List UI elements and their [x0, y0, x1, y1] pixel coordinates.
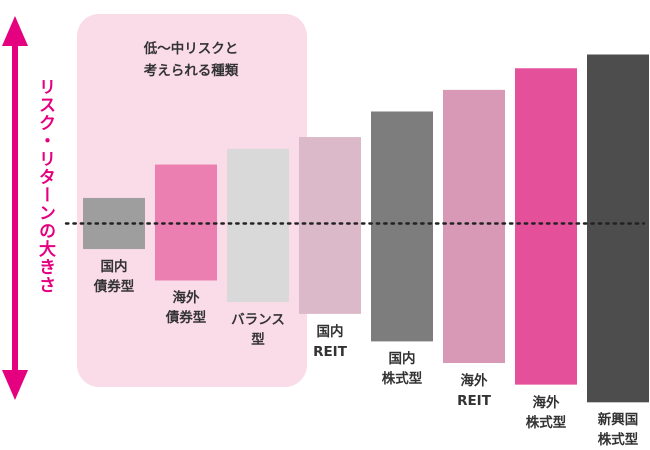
y-axis-label: リスク・リターンの大きさ: [35, 78, 55, 294]
category-label-6: 海外 REIT: [434, 371, 514, 411]
bar-8: [587, 54, 649, 403]
category-label-3-line-2: 型: [251, 332, 265, 349]
category-label-2: 海外 債券型: [146, 288, 226, 328]
category-label-1-line-2: 債券型: [93, 279, 135, 296]
bar-3: [227, 148, 289, 303]
category-label-4-line-1: 国内: [316, 323, 344, 340]
category-label-6-line-1: 海外: [460, 373, 488, 389]
low-band-title: 低～中リスクと 考えられる種類: [82, 38, 300, 82]
category-label-4: 国内 REIT: [290, 322, 370, 362]
category-label-3: バランス型: [218, 310, 298, 350]
double-arrow-icon: [2, 16, 28, 400]
bar-6: [443, 89, 505, 364]
category-label-4-line-2: REIT: [313, 343, 347, 360]
category-label-5: 国内 株式型: [362, 349, 442, 389]
category-label-8-line-1: 新興国: [597, 412, 639, 429]
low-band-title-line-2: 考えられる種類: [143, 63, 239, 79]
category-label-1: 国内 債券型: [74, 257, 154, 297]
bar-4: [299, 137, 361, 314]
category-label-2-line-1: 海外: [172, 290, 200, 307]
category-label-7: 海外 株式型: [506, 393, 586, 433]
category-label-6-line-2: REIT: [457, 393, 491, 409]
risk-return-chart: 低～中リスクと 考えられる種類 リスク・リターンの大きさ 国内 債券型 海外 債券型バ…: [2, 14, 649, 448]
category-label-8-line-2: 株式型: [597, 432, 639, 449]
category-label-1-line-1: 国内: [100, 259, 128, 276]
category-label-5-line-2: 株式型: [381, 371, 423, 388]
low-band-title-line-1: 低～中リスクと: [143, 41, 239, 57]
bar-5: [371, 111, 433, 342]
bar-7: [515, 68, 577, 385]
category-label-5-line-1: 国内: [388, 351, 416, 368]
category-label-2-line-2: 債券型: [165, 310, 207, 327]
category-label-7-line-1: 海外: [532, 394, 560, 411]
category-label-3-line-1: バランス: [231, 312, 285, 329]
chart-canvas: [2, 14, 649, 403]
category-label-7-line-2: 株式型: [525, 414, 567, 431]
category-label-8: 新興国 株式型: [578, 410, 650, 450]
